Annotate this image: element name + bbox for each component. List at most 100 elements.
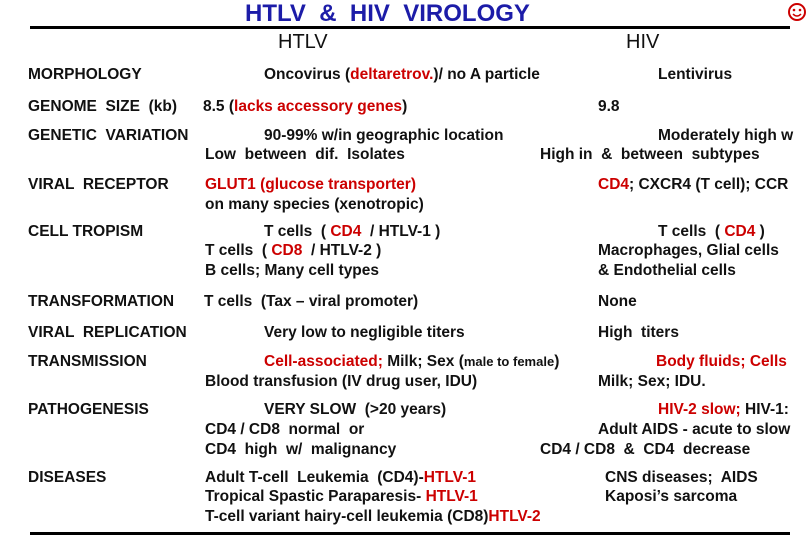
hiv-line: Body fluids; Cells: [656, 353, 787, 371]
htlv-line: GLUT1 (glucose transporter): [205, 176, 416, 194]
text-run: 90-99% w/in geographic location: [264, 127, 504, 144]
text-run: CD4: [724, 223, 756, 240]
htlv-line: T cells (Tax – viral promoter): [204, 293, 418, 311]
htlv-line: VERY SLOW (>20 years): [264, 401, 446, 419]
text-run: lacks accessory genes: [234, 98, 403, 115]
text-run: / HTLV-2 ): [302, 242, 382, 259]
text-run: Adult T-cell Leukemia (CD4)-: [205, 469, 424, 486]
htlv-line: Very low to negligible titers: [264, 324, 465, 342]
hiv-line: High in & between subtypes: [540, 146, 760, 164]
row-label: VIRAL RECEPTOR: [28, 176, 169, 193]
hiv-line: Kaposi’s sarcoma: [605, 488, 737, 506]
text-run: CD4 high w/ malignancy: [205, 441, 397, 458]
text-run: ): [402, 98, 408, 115]
text-run: Low between dif. Isolates: [205, 146, 405, 163]
htlv-line: Adult T-cell Leukemia (CD4)-HTLV-1: [205, 469, 476, 487]
text-run: 9.8: [598, 98, 620, 115]
row-label: DISEASES: [28, 469, 107, 486]
hiv-line: CNS diseases; AIDS: [605, 469, 758, 487]
hiv-line: HIV-2 slow; HIV-1:: [658, 401, 789, 419]
text-run: ): [554, 353, 560, 370]
row-label: PATHOGENESIS: [28, 401, 149, 418]
row-label: GENOME SIZE (kb): [28, 98, 177, 115]
row-label: TRANSFORMATION: [28, 293, 175, 310]
hiv-line: Milk; Sex; IDU.: [598, 373, 706, 391]
text-run: ): [755, 223, 765, 240]
smiley-icon: [788, 3, 806, 21]
htlv-line: T-cell variant hairy-cell leukemia (CD8)…: [205, 508, 541, 526]
text-run: Kaposi’s sarcoma: [605, 488, 738, 505]
text-run: Blood transfusion (IV drug user, IDU): [205, 373, 478, 390]
htlv-line: Cell-associated; Milk; Sex (male to fema…: [264, 353, 559, 371]
hiv-line: Macrophages, Glial cells: [598, 242, 779, 260]
text-run: HTLV-1: [423, 469, 477, 486]
row-label: VIRAL REPLICATION: [28, 324, 187, 341]
hiv-line: T cells ( CD4 ): [658, 223, 765, 241]
text-run: VERY SLOW (>20 years): [264, 401, 447, 418]
hiv-line: None: [598, 293, 637, 311]
text-run: T cells (Tax – viral promoter): [204, 293, 419, 310]
htlv-line: T cells ( CD4 / HTLV-1 ): [264, 223, 440, 241]
text-run: T cells (: [205, 242, 272, 259]
htlv-line: 8.5 (lacks accessory genes): [203, 98, 407, 116]
text-run: Lentivirus: [658, 66, 733, 83]
text-run: CNS diseases; AIDS: [605, 469, 758, 486]
text-run: & Endothelial cells: [598, 262, 736, 279]
row-label: MORPHOLOGY: [28, 66, 142, 83]
text-run: CD4 / CD8 & CD4 decrease: [540, 441, 751, 458]
text-run: High titers: [598, 324, 679, 341]
htlv-line: on many species (xenotropic): [205, 196, 424, 214]
text-run: )/ no A particle: [433, 66, 540, 83]
htlv-line: 90-99% w/in geographic location: [264, 127, 503, 145]
text-run: Tropical Spastic Paraparesis-: [205, 488, 426, 505]
hiv-line: Adult AIDS - acute to slow: [598, 421, 790, 439]
row-label: CELL TROPISM: [28, 223, 144, 240]
slide-title: HTLV & HIV VIROLOGY: [245, 0, 530, 27]
text-run: CD4: [598, 176, 630, 193]
text-run: / HTLV-1 ): [361, 223, 441, 240]
text-run: Cell-associated;: [264, 353, 383, 370]
text-run: deltaretrov.: [350, 66, 434, 83]
text-run: ; CXCR4 (T cell); CCR: [629, 176, 789, 193]
text-run: T cells (: [264, 223, 331, 240]
htlv-line: Blood transfusion (IV drug user, IDU): [205, 373, 477, 391]
text-run: T-cell variant hairy-cell leukemia (CD8): [205, 508, 489, 525]
text-run: B cells; Many cell types: [205, 262, 380, 279]
row-label: TRANSMISSION: [28, 353, 147, 370]
htlv-line: T cells ( CD8 / HTLV-2 ): [205, 242, 381, 260]
hiv-line: & Endothelial cells: [598, 262, 736, 280]
text-run: Macrophages, Glial cells: [598, 242, 779, 259]
text-run: on many species (xenotropic): [205, 196, 424, 213]
htlv-line: Tropical Spastic Paraparesis- HTLV-1: [205, 488, 478, 506]
htlv-line: CD4 / CD8 normal or: [205, 421, 364, 439]
text-run: Adult AIDS - acute to slow: [598, 421, 791, 438]
text-run: High in & between subtypes: [540, 146, 760, 163]
text-run: T cells (: [658, 223, 725, 240]
text-run: Milk; Sex; IDU.: [598, 373, 706, 390]
text-run: Moderately high w: [658, 127, 794, 144]
text-run: 8.5 (: [203, 98, 235, 115]
text-run: HIV-1:: [740, 401, 789, 418]
row-label: GENETIC VARIATION: [28, 127, 189, 144]
text-run: Very low to negligible titers: [264, 324, 465, 341]
text-run: HTLV-1: [425, 488, 478, 505]
text-run: CD8: [271, 242, 303, 259]
column-header: HTLV: [278, 31, 328, 53]
text-run: male to female: [463, 354, 555, 369]
text-run: CD4 / CD8 normal or: [205, 421, 365, 438]
hiv-line: CD4 / CD8 & CD4 decrease: [540, 441, 750, 459]
hiv-line: 9.8: [598, 98, 620, 116]
top-rule: [30, 26, 790, 29]
bottom-rule: [30, 532, 790, 535]
htlv-line: B cells; Many cell types: [205, 262, 379, 280]
htlv-line: Low between dif. Isolates: [205, 146, 405, 164]
column-header: HIV: [626, 31, 660, 53]
hiv-line: Moderately high w: [658, 127, 793, 145]
hiv-line: High titers: [598, 324, 679, 342]
text-run: GLUT1 (glucose transporter): [205, 176, 416, 193]
text-run: None: [598, 293, 637, 310]
text-run: Body fluids; Cells: [656, 353, 787, 370]
text-run: CD4: [330, 223, 362, 240]
hiv-line: Lentivirus: [658, 66, 732, 84]
